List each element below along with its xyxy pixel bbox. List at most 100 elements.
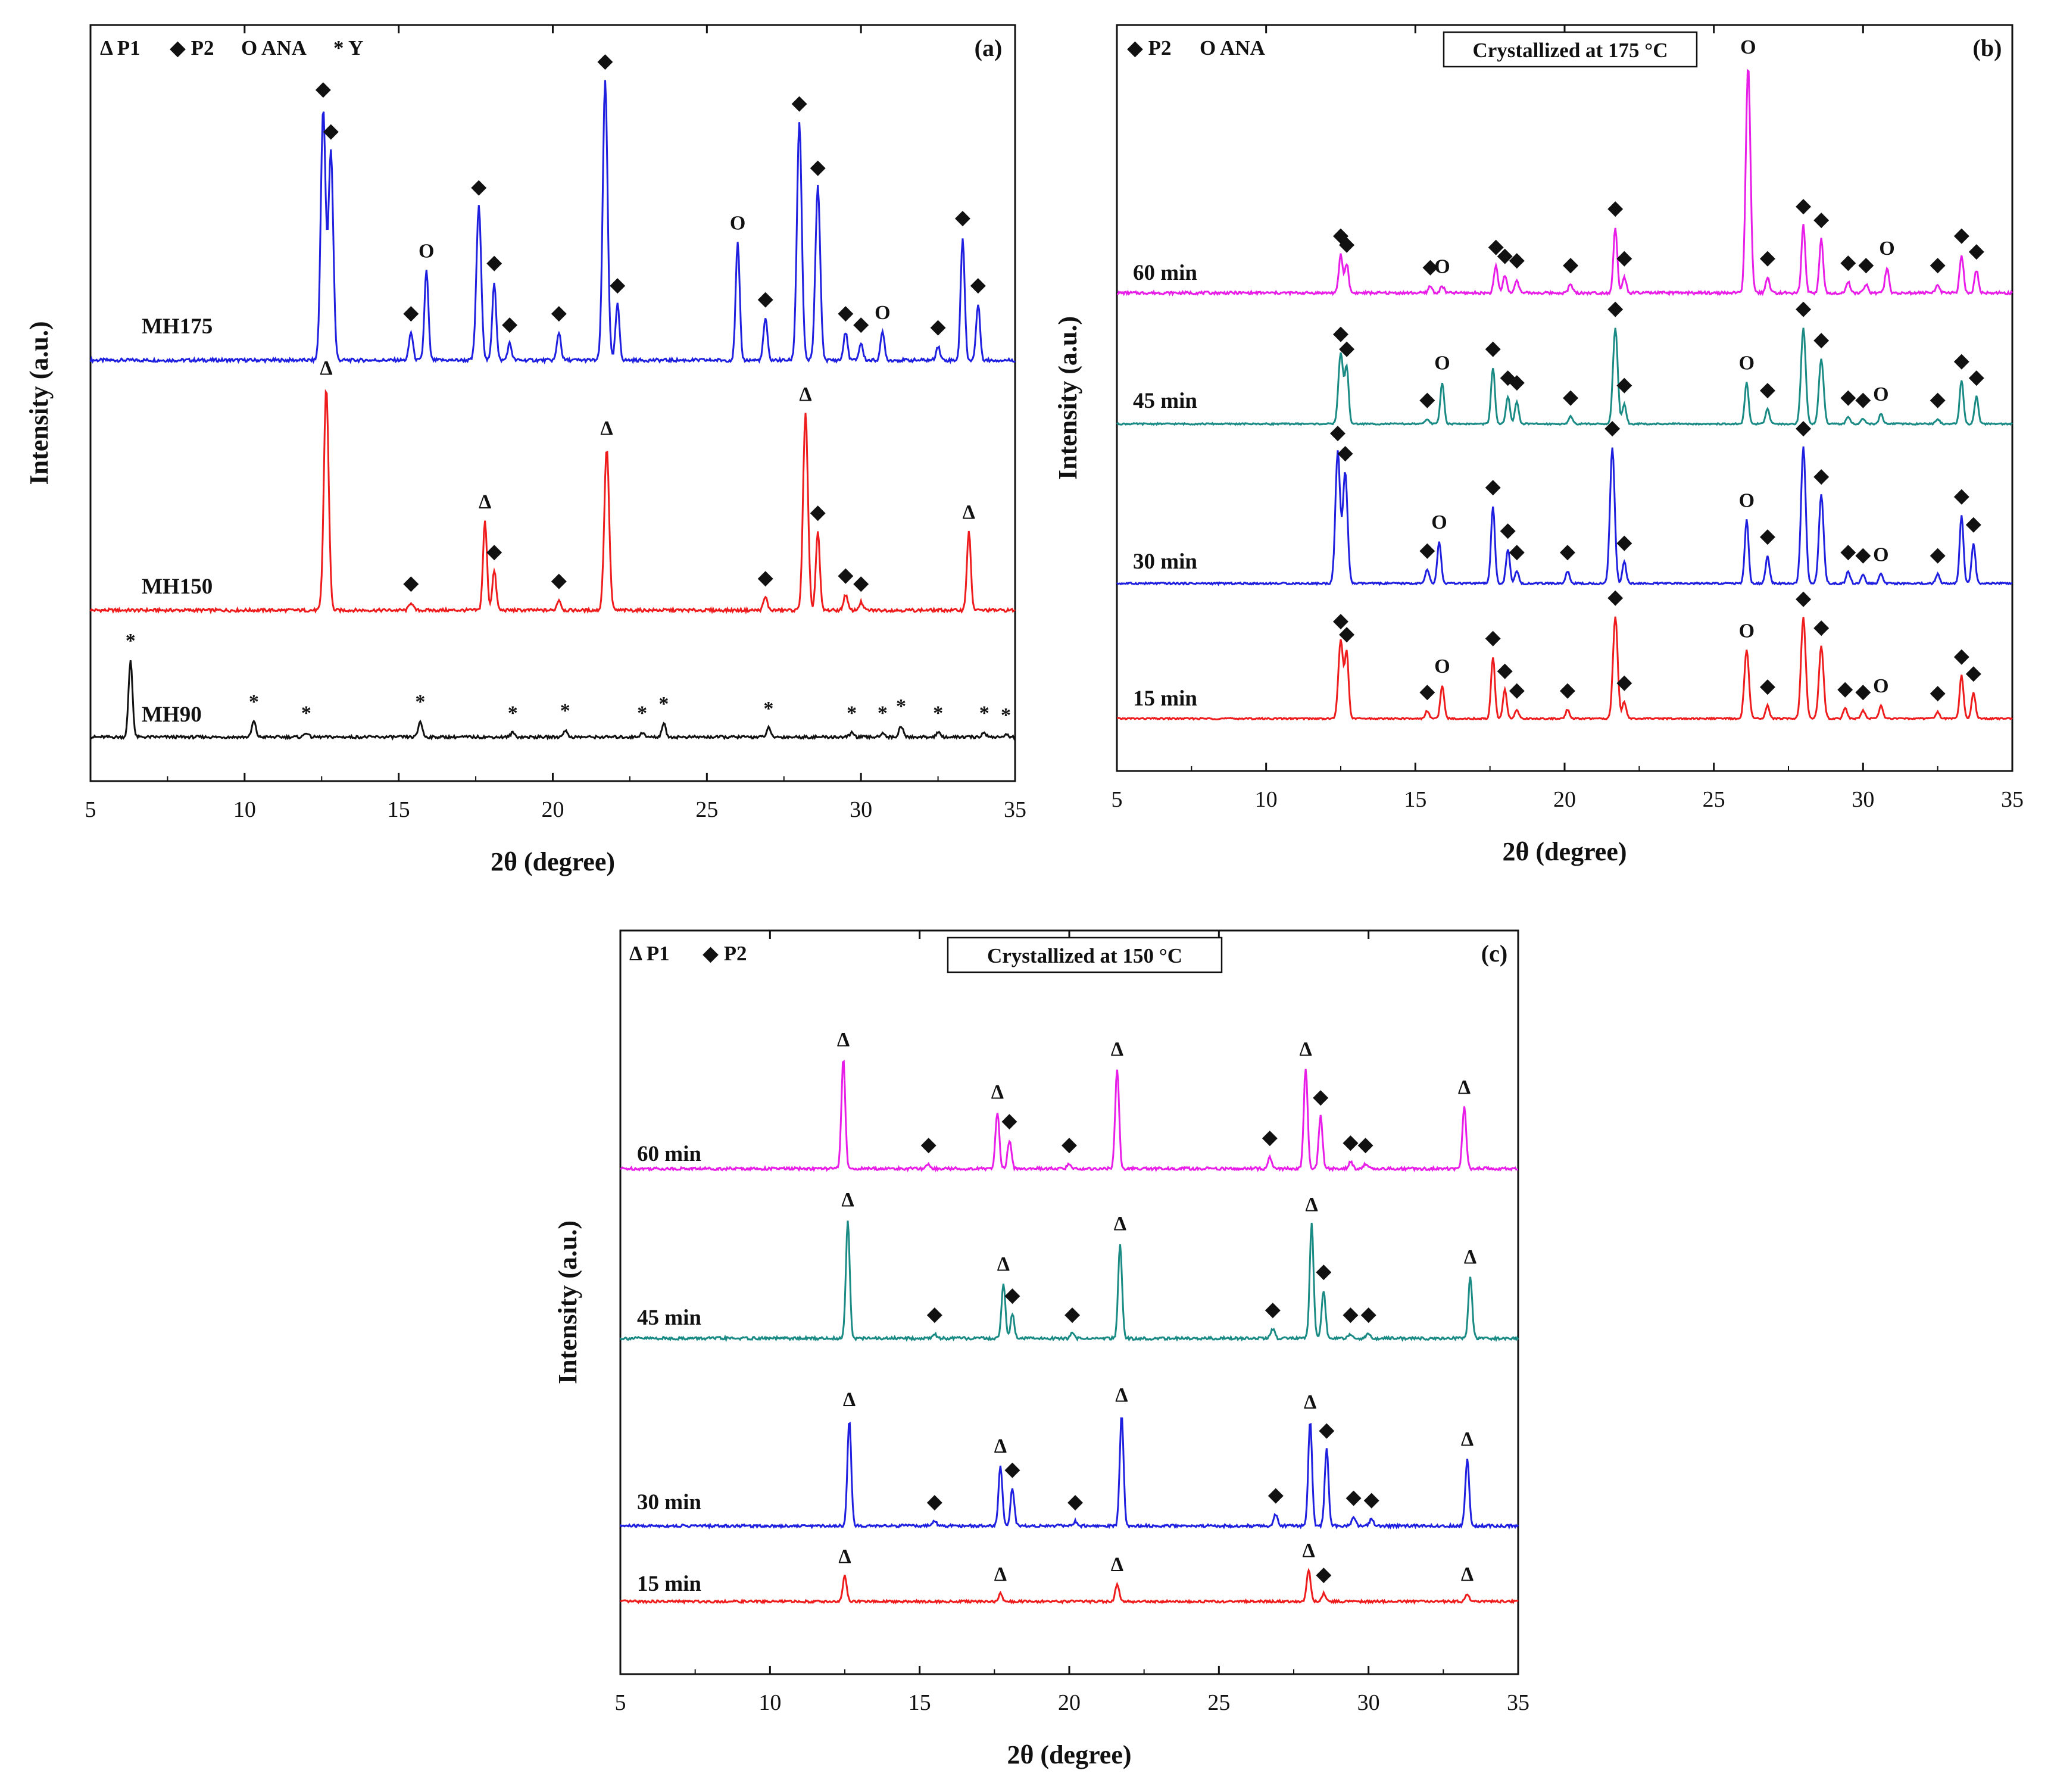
- peak-marker: ◆: [1339, 233, 1355, 255]
- peak-marker: ◆: [1509, 541, 1525, 563]
- peak-marker: ◆: [1004, 1459, 1020, 1481]
- series-line-30-min: [619, 1417, 1519, 1530]
- peak-marker: ◆: [758, 288, 774, 310]
- x-tick-label: 10: [233, 797, 256, 822]
- peak-marker: ◆: [1607, 297, 1624, 319]
- chart-title: Crystallized at 175 °C: [1473, 39, 1668, 62]
- peak-marker: ◆: [1265, 1298, 1281, 1320]
- x-tick-label: 10: [1255, 787, 1278, 812]
- peak-marker: Δ: [837, 1029, 850, 1051]
- peak-marker: Δ: [799, 383, 811, 405]
- peak-marker: *: [763, 698, 773, 720]
- peak-marker: O: [1739, 620, 1755, 642]
- peak-marker: ◆: [1319, 1419, 1335, 1441]
- peak-marker: ◆: [597, 50, 613, 72]
- peak-marker: ◆: [1930, 389, 1946, 411]
- peak-marker: ◆: [1339, 338, 1355, 360]
- peak-marker: ◆: [1497, 660, 1513, 682]
- peak-marker: *: [933, 702, 943, 724]
- peak-marker: O: [730, 213, 745, 235]
- peak-marker: Δ: [1111, 1553, 1123, 1575]
- peak-marker: Δ: [994, 1435, 1007, 1457]
- peak-marker: ◆: [1966, 662, 1982, 684]
- peak-marker: ◆: [1813, 329, 1830, 351]
- x-tick-label: 25: [695, 797, 718, 822]
- peak-marker: ◆: [970, 274, 987, 296]
- peak-marker: ◆: [502, 313, 518, 335]
- series-line-60-min: [1116, 68, 2013, 296]
- peak-marker: Δ: [1305, 1194, 1318, 1216]
- peak-marker: Δ: [1464, 1246, 1476, 1268]
- x-tick-label: 30: [1357, 1690, 1380, 1715]
- panel-b-chart: 5 10 15 20 25 30 35 2θ (degree) Intensity (a.u.)…: [1053, 24, 2024, 866]
- title-box: [1443, 31, 1698, 68]
- peak-marker: ◆: [1333, 224, 1349, 246]
- peak-marker: Δ: [994, 1563, 1007, 1585]
- legend-entry: Δ P1: [100, 36, 141, 60]
- peak-marker: ◆: [403, 572, 419, 594]
- peak-marker: ◆: [1796, 588, 1812, 610]
- peak-marker: Δ: [1115, 1384, 1128, 1406]
- peak-marker: Δ: [841, 1189, 854, 1211]
- peak-marker: ◆: [1796, 417, 1812, 439]
- series-line-15-min: [620, 1568, 1519, 1605]
- peak-marker: *: [637, 702, 647, 724]
- peak-marker: ◆: [1954, 485, 1970, 507]
- peak-marker: ◆: [323, 120, 339, 142]
- x-tick-label: 5: [615, 1690, 626, 1715]
- peak-marker: *: [560, 700, 570, 722]
- series-label: 45 min: [1133, 389, 1197, 413]
- peak-marker: ◆: [1930, 254, 1946, 276]
- legend-entry: ◆ P2: [1127, 36, 1172, 60]
- peak-marker: ◆: [471, 176, 487, 198]
- peak-marker: ◆: [1001, 1110, 1017, 1132]
- peak-marker: *: [1001, 704, 1011, 726]
- peak-marker: ◆: [1813, 208, 1830, 230]
- peak-marker: Δ: [1461, 1563, 1474, 1585]
- peak-marker: ◆: [403, 302, 419, 324]
- peak-marker: ◆: [1760, 675, 1776, 697]
- peak-marker: O: [1740, 36, 1756, 58]
- peak-marker: ◆: [1837, 678, 1853, 700]
- chart-title: Crystallized at 150 °C: [987, 944, 1182, 967]
- panel-letter: (c): [1481, 940, 1507, 967]
- series-label: 45 min: [637, 1306, 701, 1330]
- legend-entry: ◆ P2: [703, 942, 747, 965]
- peak-marker: ◆: [955, 207, 971, 229]
- peak-marker: ◆: [1004, 1284, 1020, 1306]
- peak-marker: ◆: [810, 157, 826, 179]
- panel-letter: (a): [975, 35, 1003, 61]
- peak-marker: O: [1739, 489, 1755, 511]
- x-axis-label: 2θ (degree): [1007, 1740, 1131, 1769]
- peak-marker: ◆: [1313, 1086, 1329, 1108]
- x-tick-label: 35: [2001, 787, 2024, 812]
- peak-marker: ◆: [1419, 389, 1435, 411]
- peak-marker: O: [1739, 352, 1755, 374]
- peak-marker: ◆: [1760, 525, 1776, 547]
- peak-marker: ◆: [1364, 1488, 1380, 1510]
- peak-marker: Δ: [991, 1081, 1004, 1103]
- peak-marker: ◆: [1064, 1303, 1081, 1325]
- peak-marker: ◆: [1339, 623, 1355, 645]
- peak-marker: ◆: [1330, 422, 1346, 444]
- peak-marker: Δ: [1299, 1038, 1312, 1060]
- peak-marker: ◆: [1346, 1486, 1362, 1508]
- legend-entry: O ANA: [241, 36, 307, 60]
- series-line-15-min: [1116, 616, 2013, 721]
- x-tick-label: 10: [758, 1690, 781, 1715]
- series-label: MH90: [142, 703, 202, 727]
- peak-marker: ◆: [1067, 1491, 1084, 1513]
- x-tick-label: 25: [1207, 1690, 1230, 1715]
- peak-marker: ◆: [1419, 680, 1435, 703]
- peak-marker: Δ: [963, 501, 975, 523]
- legend-entry: ◆ P2: [170, 36, 214, 60]
- peak-marker: ◆: [1966, 513, 1982, 535]
- x-tick-label: 35: [1004, 797, 1026, 822]
- peak-marker: ◆: [1607, 586, 1624, 608]
- peak-marker: ◆: [1969, 240, 1985, 262]
- peak-marker: ◆: [758, 567, 774, 589]
- peak-marker: ◆: [1343, 1303, 1359, 1325]
- peak-marker: ◆: [1954, 350, 1970, 372]
- peak-marker: ◆: [1840, 541, 1856, 563]
- peak-marker: Δ: [1304, 1391, 1316, 1413]
